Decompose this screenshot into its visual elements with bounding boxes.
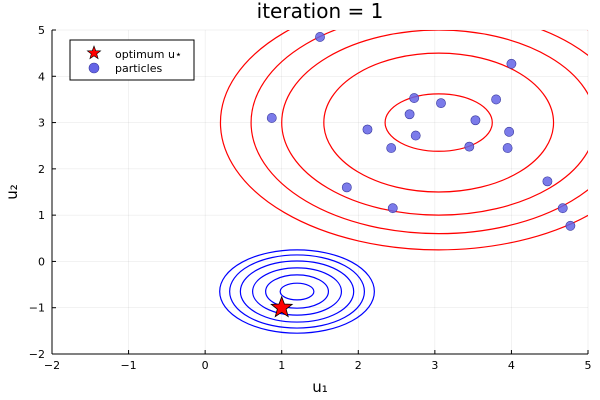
contour-blue-level (239, 260, 355, 323)
particle-point (504, 126, 515, 137)
particle-point (491, 94, 502, 105)
contour-red-level (219, 30, 588, 251)
optimum-star (270, 295, 294, 318)
particle-point (542, 176, 553, 187)
particle-point (502, 143, 513, 153)
contour-blue-level (229, 254, 366, 329)
y-tick-label: 1 (38, 209, 45, 222)
contour-red-level (281, 30, 588, 216)
particles (266, 32, 576, 231)
particle-point (404, 109, 415, 120)
particle-point (410, 130, 421, 141)
particle-point (557, 203, 568, 214)
contour-blue-level (252, 267, 343, 316)
x-tick-label: 1 (278, 359, 285, 372)
legend-optimum-marker (86, 45, 102, 60)
contours (219, 30, 588, 334)
particle-point (409, 93, 420, 103)
legend-box (69, 39, 195, 81)
particle-point (506, 58, 517, 69)
particle-point (470, 115, 481, 126)
contour-blue-level (219, 249, 375, 334)
chart-title: iteration = 1 (257, 0, 384, 23)
y-tick-label: −2 (29, 348, 45, 361)
x-tick-label: 5 (585, 359, 592, 372)
y-axis-label: u₂ (3, 184, 21, 200)
contour-blue-level (265, 274, 330, 309)
x-tick-label: 2 (355, 359, 362, 372)
legend-optimum-label: optimum u⋆ (115, 48, 182, 61)
legend-particles-label: particles (115, 62, 162, 75)
y-tick-label: 2 (38, 163, 45, 176)
particle-point (565, 220, 576, 231)
legend-particles-marker (88, 62, 100, 74)
particle-point (387, 203, 398, 214)
x-tick-label: 4 (508, 359, 515, 372)
optimum (270, 295, 294, 318)
y-tick-label: 3 (38, 117, 45, 130)
contour-red-level (384, 93, 493, 152)
x-axis-label: u₁ (312, 378, 328, 396)
particle-point (266, 113, 277, 123)
legend-star-shape (86, 45, 102, 60)
contour-red-level (250, 30, 588, 235)
particle-point (341, 182, 352, 193)
particle-point (386, 143, 397, 153)
particle-point (362, 124, 373, 135)
particle-point (436, 98, 446, 109)
legend: optimum u⋆ particles (69, 39, 195, 81)
axes (51, 29, 589, 355)
tick-labels: −2 −1 0 1 2 3 4 5 −2 −1 0 1 2 3 4 5 (29, 24, 592, 372)
y-tick-label: −1 (29, 302, 45, 315)
y-tick-label: 4 (38, 70, 45, 83)
contour-blue-level (279, 282, 315, 301)
x-tick-label: 0 (202, 359, 209, 372)
x-tick-label: −2 (44, 359, 60, 372)
x-tick-label: −1 (120, 359, 136, 372)
y-tick-label: 5 (38, 24, 45, 37)
x-tick-label: 3 (431, 359, 438, 372)
y-tick-label: 0 (38, 255, 45, 268)
particle-point (315, 32, 325, 42)
contour-red-level (323, 52, 555, 193)
particle-point (464, 141, 475, 152)
